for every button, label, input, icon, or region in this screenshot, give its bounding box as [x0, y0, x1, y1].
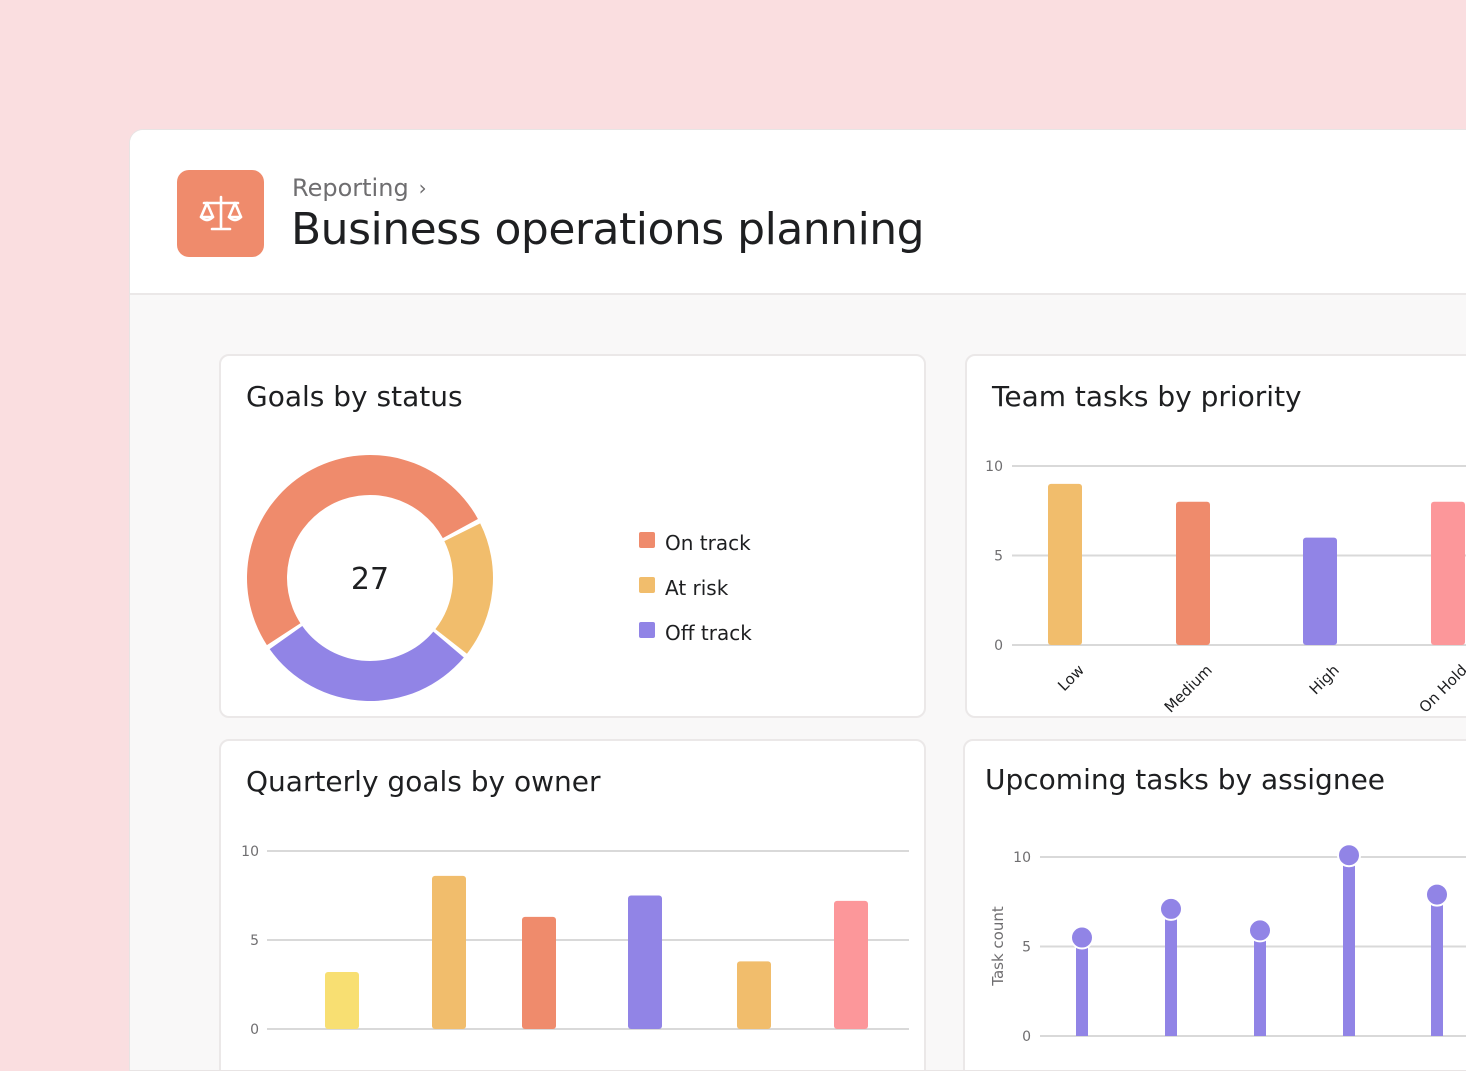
donut-center-value: 27 [351, 562, 389, 597]
donut-chart: 27 [247, 455, 493, 701]
lollipop-point[interactable] [1248, 918, 1272, 943]
lollipop-chart: 0 5 10 Task count [989, 843, 1466, 1045]
y-tick-label: 5 [1022, 940, 1031, 956]
lollipop-point[interactable] [1070, 925, 1094, 950]
donut-slice-off-track[interactable] [269, 626, 464, 701]
y-tick-label: 10 [985, 459, 1003, 475]
donut-slice-at-risk[interactable] [435, 523, 493, 654]
lollipop-stem [1431, 894, 1443, 1036]
y-tick-label: 10 [1013, 850, 1031, 866]
legend-swatch [639, 531, 655, 548]
legend-label: At risk [665, 575, 729, 600]
upcoming-tasks-by-assignee-card[interactable]: Upcoming tasks by assignee 0 5 10 Task coun… [963, 739, 1466, 1070]
y-tick-label: 0 [250, 1022, 259, 1038]
bar[interactable] [432, 875, 466, 1029]
y-tick-label: 5 [994, 549, 1003, 565]
bar[interactable] [522, 916, 556, 1029]
bar-low[interactable] [1048, 483, 1082, 645]
x-tick-label: On Hold [1416, 661, 1466, 716]
y-tick-label: 0 [1022, 1029, 1031, 1045]
x-tick-label: High [1306, 661, 1343, 698]
y-axis-label: Task count [989, 906, 1007, 987]
bar-on-hold[interactable] [1431, 501, 1465, 645]
app-window: Reporting › Business operations planning… [129, 129, 1466, 1071]
lollipop-point[interactable] [1425, 882, 1449, 907]
y-tick-label: 5 [250, 933, 259, 949]
card-title: Upcoming tasks by assignee [985, 763, 1386, 796]
lollipop-stem [1254, 930, 1266, 1036]
bar[interactable] [834, 900, 868, 1029]
bar[interactable] [628, 895, 662, 1030]
legend-swatch [639, 621, 655, 638]
lollipop-stem [1165, 908, 1177, 1036]
project-icon[interactable] [177, 170, 264, 257]
card-title: Team tasks by priority [992, 380, 1302, 413]
y-tick-label: 0 [994, 638, 1003, 654]
card-title: Quarterly goals by owner [246, 765, 601, 798]
breadcrumb: Reporting › [292, 174, 427, 202]
breadcrumb-reporting-link[interactable]: Reporting [292, 174, 409, 202]
legend-swatch [639, 576, 655, 593]
legend-label: Off track [665, 620, 752, 645]
lollipop-point[interactable] [1337, 843, 1361, 868]
chevron-right-icon: › [418, 176, 427, 200]
legend-item-off-track[interactable]: Off track [639, 610, 752, 655]
donut-slice-on-track[interactable] [247, 455, 478, 646]
bar-chart: 0 5 10 [241, 844, 909, 1038]
lollipop-point[interactable] [1159, 896, 1183, 921]
legend-label: On track [665, 530, 751, 555]
bar[interactable] [737, 961, 771, 1029]
lollipop-stem [1343, 855, 1355, 1036]
x-tick-label: Low [1054, 661, 1088, 695]
team-tasks-by-priority-card[interactable]: Team tasks by priority 0 5 10 Low Medium High… [965, 354, 1466, 718]
chart-legend: On track At risk Off track [639, 520, 752, 655]
page-header: Reporting › Business operations planning [130, 130, 1466, 295]
page-title: Business operations planning [291, 204, 925, 255]
y-tick-label: 10 [241, 844, 259, 860]
scales-icon [199, 195, 242, 230]
legend-item-on-track[interactable]: On track [639, 520, 752, 565]
bar-high[interactable] [1303, 537, 1337, 645]
quarterly-goals-by-owner-card[interactable]: Quarterly goals by owner 0 5 10 [219, 739, 926, 1070]
lollipop-stem [1076, 937, 1088, 1036]
bar[interactable] [325, 972, 359, 1029]
bar-medium[interactable] [1176, 501, 1210, 645]
x-tick-label: Medium [1161, 661, 1216, 716]
card-title: Goals by status [246, 380, 463, 413]
bar-chart: 0 5 10 Low Medium High On Hold [985, 459, 1466, 716]
goals-by-status-card[interactable]: Goals by status 27 On track At risk Off tr… [219, 354, 926, 718]
legend-item-at-risk[interactable]: At risk [639, 565, 752, 610]
